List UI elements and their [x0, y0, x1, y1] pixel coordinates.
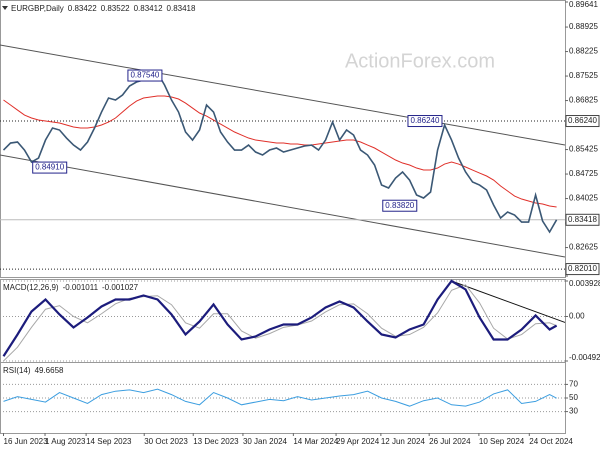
- x-tick-label: 14 Sep 2023: [86, 437, 132, 446]
- y-tick-label: 0.003928: [569, 279, 600, 288]
- annotation-box: [127, 69, 163, 82]
- y-tick-label: 0.89641: [569, 0, 598, 9]
- header-text: 0.83412: [134, 4, 163, 13]
- x-tick-label: 13 Dec 2023: [193, 437, 239, 446]
- price-box-label: 0.83418: [568, 215, 597, 224]
- header-text: 0.83418: [167, 4, 196, 13]
- x-tick-label: 30 Jan 2024: [243, 437, 288, 446]
- y-tick-label: 0.84725: [569, 169, 598, 178]
- header-text: -0.001027: [102, 283, 139, 292]
- price-box: [565, 263, 600, 276]
- header-text: RSI(14): [3, 366, 31, 375]
- y-tick-label: 30: [569, 407, 578, 416]
- price-box: [565, 213, 600, 226]
- header-text: 0.83422: [68, 4, 97, 13]
- series-line: [3, 388, 557, 407]
- trend-line: [0, 154, 566, 258]
- annotation-box: [407, 115, 443, 128]
- trend-line: [451, 280, 566, 323]
- x-tick-label: 14 Mar 2024: [293, 437, 338, 446]
- header-text: MACD(12,26,9): [3, 283, 59, 292]
- y-tick-label: -0.004929: [569, 353, 600, 362]
- y-tick-label: 0.00: [569, 312, 585, 321]
- x-tick-label: 12 Jun 2024: [381, 437, 426, 446]
- x-tick-label: 16 Jun 2023: [4, 437, 49, 446]
- x-tick-label: 30 Oct 2023: [144, 437, 188, 446]
- annotation-label: 0.84910: [35, 163, 64, 172]
- watermark: ActionForex.com: [345, 50, 495, 72]
- y-tick-label: 50: [569, 393, 578, 402]
- panel-frame: [0, 0, 566, 278]
- price-box: [565, 115, 600, 128]
- series-line: [3, 284, 557, 362]
- series-line: [2, 279, 558, 357]
- y-tick-label: 0.82625: [569, 243, 598, 252]
- header-text: 49.6658: [35, 366, 64, 375]
- x-tick-label: 29 Apr 2024: [336, 437, 380, 446]
- annotation-label: 0.83820: [385, 201, 414, 210]
- series-line: [2, 72, 558, 234]
- y-tick-label: 0.88925: [569, 22, 598, 31]
- annotation-box: [32, 161, 68, 174]
- x-tick-label: 24 Oct 2024: [529, 437, 573, 446]
- y-tick-label: 0.88225: [569, 47, 598, 56]
- price-box-label: 0.86240: [568, 116, 597, 125]
- annotation-label: 0.86240: [411, 116, 440, 125]
- x-tick-label: 10 Sep 2024: [479, 437, 525, 446]
- y-tick-label: 0.87525: [569, 71, 598, 80]
- x-tick-label: 1 Aug 2023: [45, 437, 86, 446]
- y-tick-label: 0.84025: [569, 194, 598, 203]
- price-box-label: 0.82010: [568, 264, 597, 273]
- symbol-icon: [2, 6, 8, 10]
- x-tick-label: 26 Jul 2024: [429, 437, 471, 446]
- annotation-label: 0.87540: [130, 71, 159, 80]
- header-text: 0.83522: [101, 4, 130, 13]
- trend-line: [0, 44, 566, 146]
- y-tick-label: 0.85425: [569, 145, 598, 154]
- header-text: EURGBP,Daily: [11, 4, 64, 13]
- header-text: -0.001011: [63, 283, 99, 292]
- y-tick-label: 70: [569, 380, 578, 389]
- annotation-box: [382, 199, 418, 212]
- y-tick-label: 0.86825: [569, 96, 598, 105]
